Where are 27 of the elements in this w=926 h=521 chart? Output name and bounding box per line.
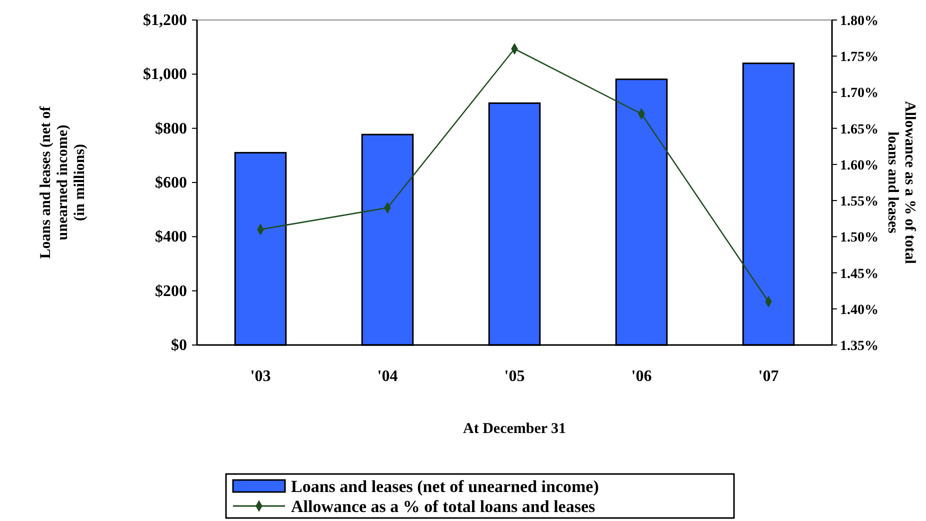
y-tick-label: $1,000	[143, 66, 187, 84]
legend-label: Loans and leases (net of unearned income)	[291, 477, 599, 496]
y-tick-label: $600	[155, 174, 187, 192]
y-tick-label: $200	[155, 282, 187, 300]
x-tick-label: '05	[504, 368, 525, 385]
x-tick-label: '03	[250, 368, 271, 385]
y2-tick-label: 1.40%	[840, 302, 878, 318]
y2-axis-title: Allowance as a % of total loans and leases	[884, 101, 918, 264]
y2-tick-label: 1.50%	[840, 230, 878, 246]
y2-tick-label: 1.70%	[840, 86, 878, 102]
x-tick-label: '06	[631, 368, 652, 385]
x-tick-label: '07	[758, 368, 779, 385]
y-tick-label: $0	[171, 337, 187, 354]
y-tick-label: $800	[155, 120, 187, 138]
y-tick-label: $1,200	[143, 12, 187, 29]
legend-label: Allowance as a % of total loans and leases	[291, 497, 596, 516]
y2-tick-label: 1.55%	[840, 194, 878, 210]
y2-tick-label: 1.80%	[840, 14, 878, 29]
y2-tick-label: 1.60%	[840, 158, 878, 174]
x-tick-label: '04	[377, 368, 398, 385]
y2-tick-label: 1.75%	[840, 50, 878, 66]
y2-tick-label: 1.35%	[840, 339, 878, 354]
y2-tick-label: 1.45%	[840, 266, 878, 282]
y2-tick-label: 1.65%	[840, 122, 878, 138]
y-axis-title: Loans and leases (net of unearned income) (in millions)	[38, 105, 88, 259]
x-axis-title: At December 31	[462, 421, 566, 437]
y-tick-label: $400	[155, 228, 187, 246]
